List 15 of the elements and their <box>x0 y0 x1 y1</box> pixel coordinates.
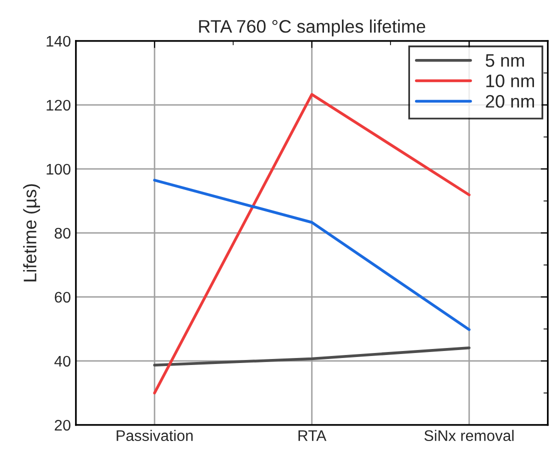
legend-label: 5 nm <box>486 54 524 67</box>
x-tick-label: SiNx removal <box>424 430 514 442</box>
y-tick-label: 80 <box>54 228 70 239</box>
y-tick-label: 40 <box>54 356 70 367</box>
y-axis-title: Lifetime (µs) <box>23 184 40 282</box>
y-tick-label: 100 <box>46 164 70 175</box>
y-tick-label: 60 <box>54 292 70 303</box>
chart-title: RTA 760 °C samples lifetime <box>199 20 426 36</box>
legend-label: 10 nm <box>486 74 534 88</box>
y-tick-label: 140 <box>46 36 70 47</box>
x-tick-label: Passivation <box>116 430 193 442</box>
y-tick-label: 120 <box>46 100 70 111</box>
legend-label: 20 nm <box>486 94 534 108</box>
x-tick-label: RTA <box>298 430 326 441</box>
y-tick-label: 20 <box>54 420 70 431</box>
